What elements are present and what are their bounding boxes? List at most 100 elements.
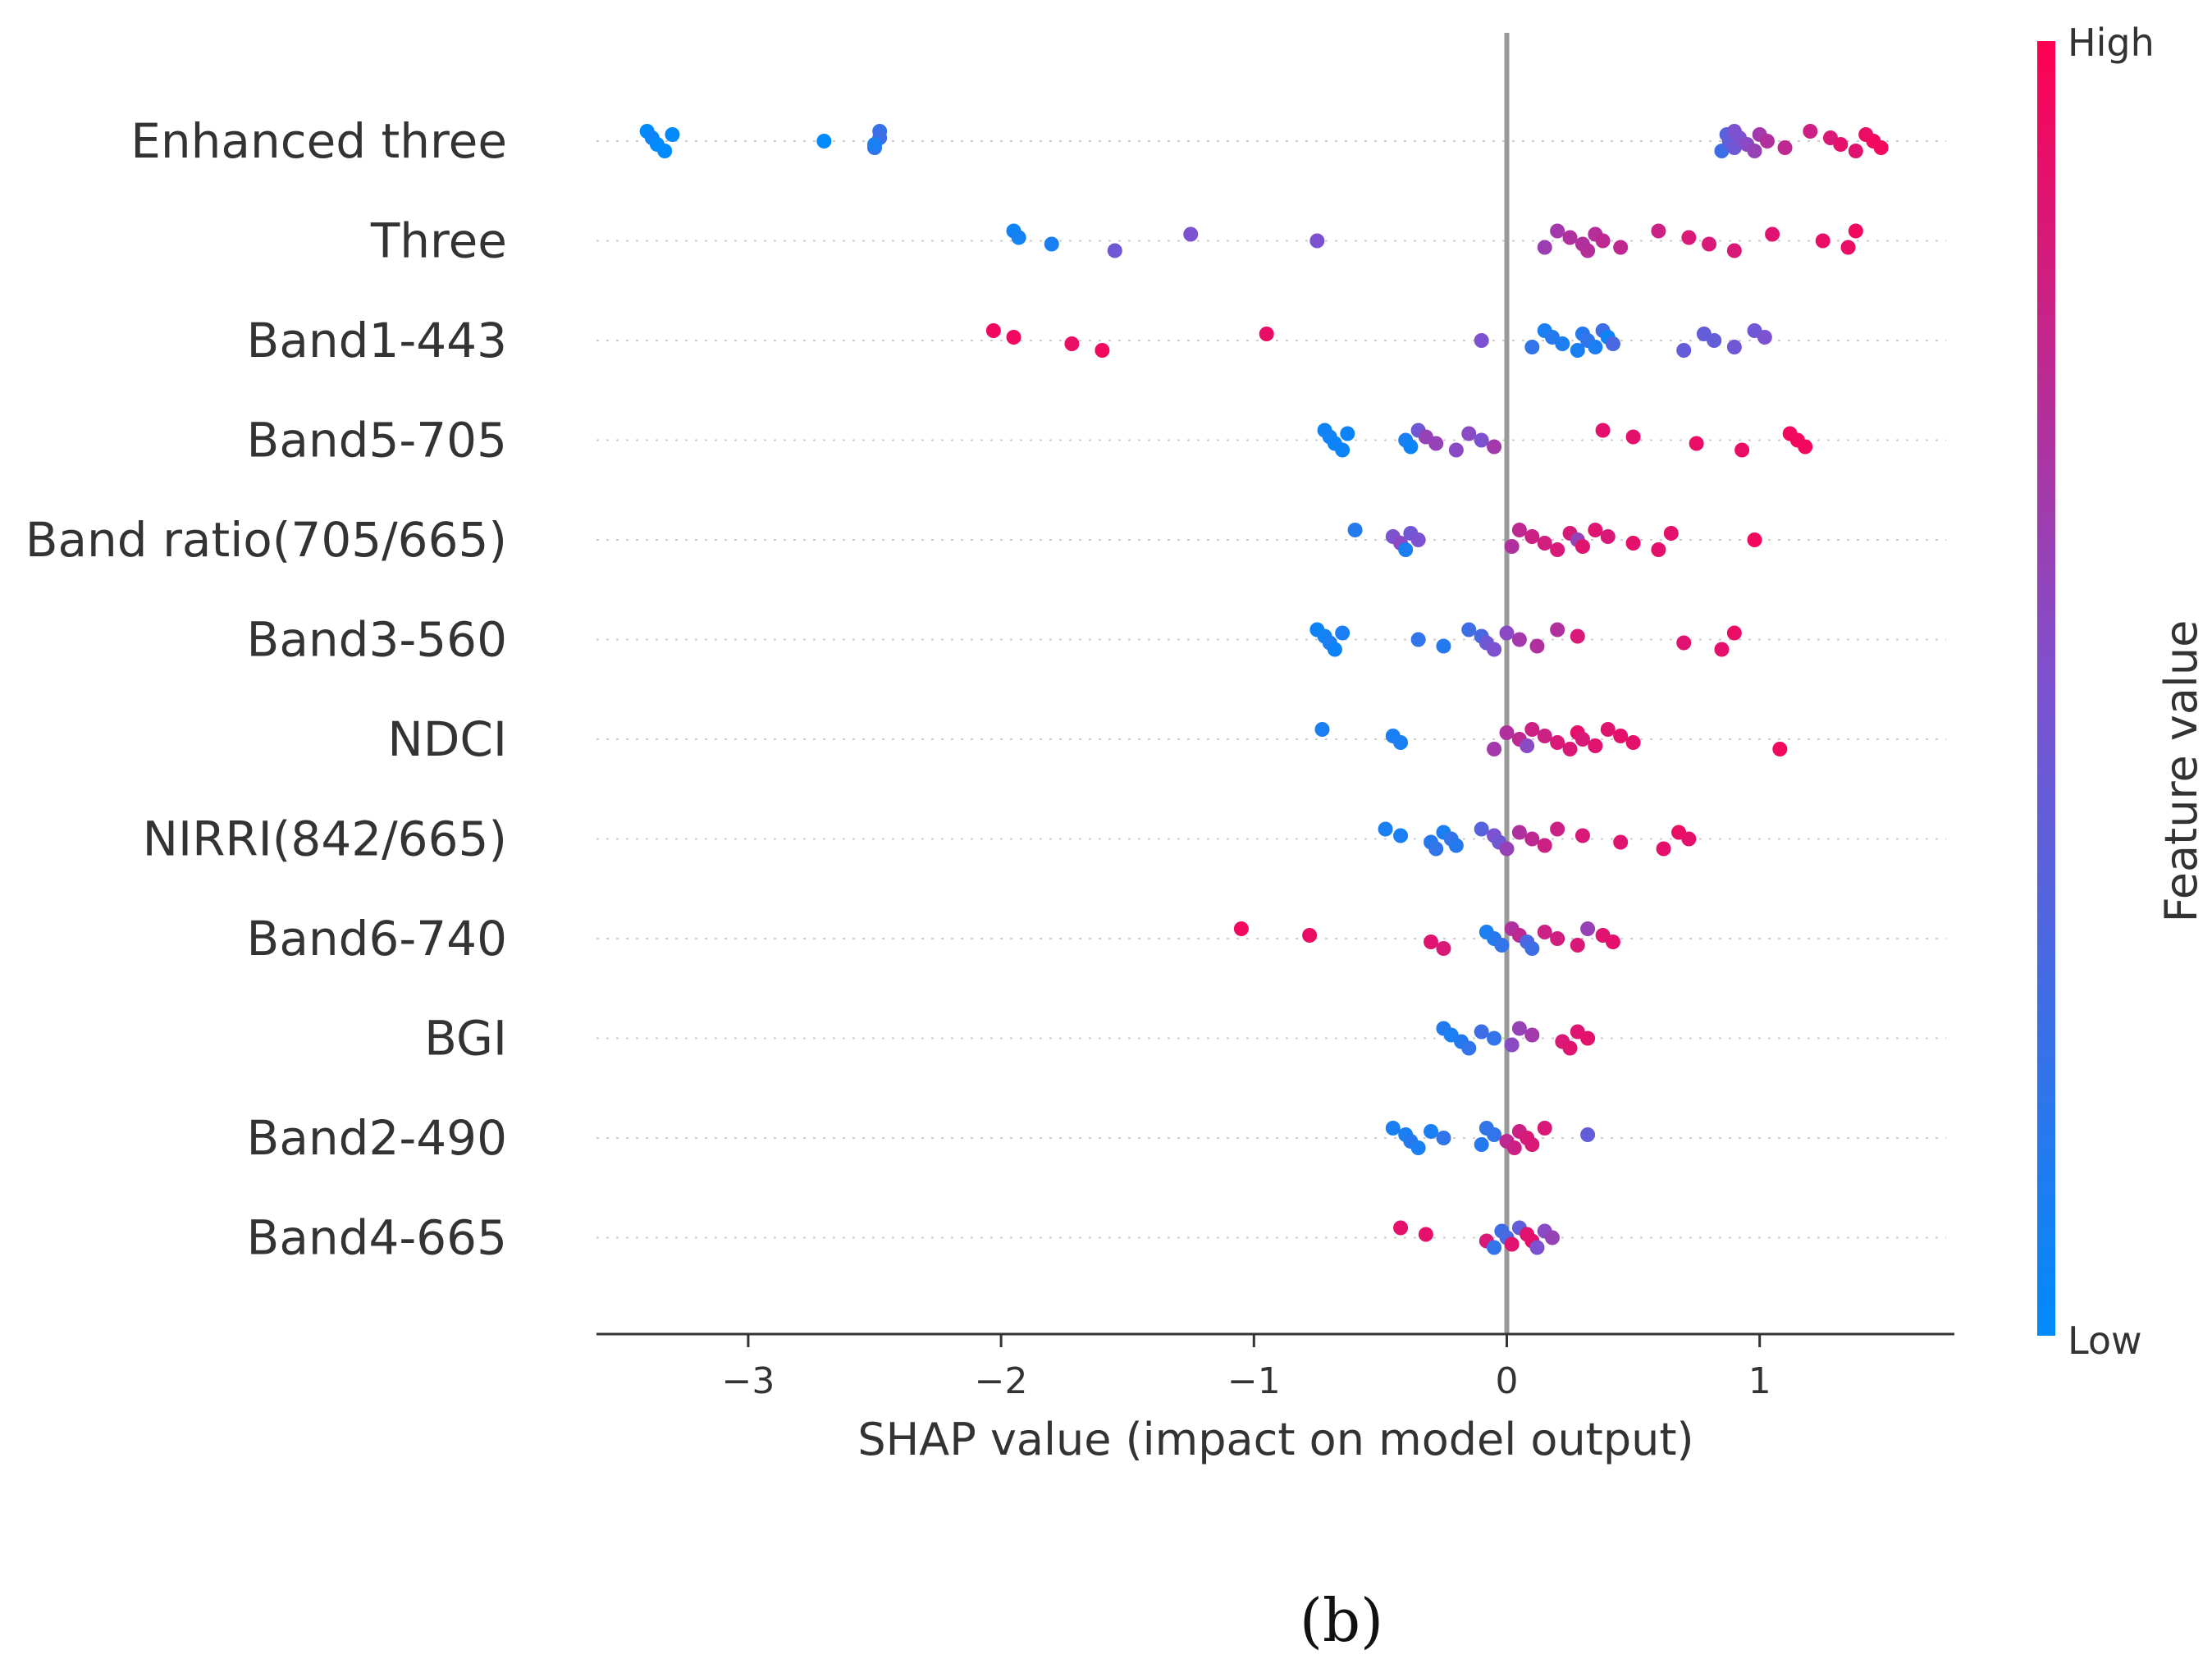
shap-point (1707, 333, 1722, 348)
shap-point (1562, 1040, 1578, 1056)
shap-point (1487, 642, 1502, 657)
shap-point (1461, 622, 1477, 637)
shap-point (1537, 729, 1552, 743)
feature-label: Band5-705 (247, 413, 507, 468)
shap-point (1487, 1240, 1502, 1255)
colorbar-high-label: High (2068, 21, 2155, 65)
shap-point (1461, 1040, 1477, 1056)
shap-point (1595, 233, 1611, 249)
shap-point (1681, 831, 1697, 847)
shap-point (1833, 137, 1849, 152)
shap-point (1798, 439, 1813, 455)
shap-point (1504, 1236, 1520, 1252)
shap-point (816, 134, 832, 149)
shap-point (1474, 333, 1489, 348)
feature-label: Three (370, 213, 507, 269)
shap-point (1537, 1121, 1552, 1136)
feature-label: Band2-490 (247, 1110, 507, 1166)
shap-point (1410, 632, 1426, 647)
shap-point (1570, 628, 1585, 644)
shap-point (1183, 226, 1199, 242)
shap-point (1436, 1131, 1451, 1145)
x-tick-label: −2 (975, 1360, 1028, 1402)
shap-point (1095, 343, 1110, 358)
shap-point (1580, 1127, 1596, 1142)
shap-point (1511, 825, 1527, 840)
colorbar-title: Feature value (2155, 620, 2207, 923)
shap-point (1537, 838, 1552, 853)
shap-point (1570, 938, 1585, 953)
shap-point (1448, 838, 1464, 853)
feature-label: Band4-665 (247, 1210, 507, 1266)
shap-point (1529, 1240, 1545, 1255)
shap-point (1511, 523, 1527, 537)
shap-point (1487, 1031, 1502, 1046)
shap-point (1702, 236, 1717, 252)
shap-point (1550, 542, 1565, 557)
shap-point (1340, 426, 1355, 441)
shap-point (1555, 336, 1570, 351)
shap-point (1474, 1024, 1489, 1040)
shap-point (1309, 233, 1325, 249)
shap-point (1436, 638, 1451, 654)
feature-label: BGI (424, 1011, 507, 1067)
shap-point (1393, 828, 1409, 843)
shap-point (665, 127, 680, 142)
shap-point (1605, 935, 1620, 949)
shap-point (1580, 243, 1596, 258)
shap-point (1327, 642, 1342, 657)
row-guide-lines (596, 140, 1946, 1239)
shap-point (1651, 542, 1666, 557)
shap-point (1424, 1124, 1439, 1139)
shap-point (1529, 638, 1545, 654)
feature-labels: Enhanced three Three Band1-443 Band5-705 Ban… (25, 113, 507, 1266)
shap-point (1398, 542, 1414, 557)
shap-point (1570, 343, 1585, 358)
shap-point (1588, 523, 1603, 537)
shap-point (1588, 340, 1603, 354)
shap-point (1474, 432, 1489, 448)
shap-point (1747, 144, 1762, 158)
x-tick-label: 1 (1748, 1360, 1771, 1402)
shap-point (1726, 625, 1742, 641)
x-axis-ticks: −3 −2 −1 0 1 (721, 1334, 1771, 1402)
shap-point (1044, 236, 1059, 252)
shap-point (1524, 722, 1540, 737)
feature-label: NDCI (387, 711, 507, 767)
shap-point (1006, 330, 1021, 345)
shap-point (1524, 831, 1540, 847)
shap-point (1625, 429, 1641, 445)
shap-point (1524, 1137, 1540, 1152)
feature-label: Enhanced three (130, 113, 507, 169)
shap-point (1537, 240, 1552, 255)
shap-point (1506, 1140, 1522, 1155)
x-tick-label: −1 (1227, 1360, 1281, 1402)
shap-point (1474, 1137, 1489, 1152)
shap-point (1487, 742, 1502, 756)
shap-point (1428, 841, 1444, 857)
feature-label: Band1-443 (247, 313, 507, 368)
shap-point (1600, 529, 1616, 544)
shap-point (1815, 233, 1830, 249)
shap-point (1393, 1220, 1409, 1236)
shap-point (1064, 336, 1080, 351)
shap-point (1580, 921, 1596, 936)
shap-point (1011, 230, 1026, 245)
shap-point (1487, 1127, 1502, 1142)
shap-point (1504, 539, 1520, 554)
shap-point (1335, 625, 1351, 641)
shap-point (1765, 226, 1780, 242)
shap-point (1524, 1027, 1540, 1043)
shap-point (1562, 742, 1578, 756)
shap-point (1385, 1121, 1401, 1136)
x-tick-label: 0 (1495, 1360, 1518, 1402)
shap-point (1613, 729, 1629, 743)
shap-point (985, 323, 1001, 338)
shap-point (1504, 1037, 1520, 1053)
shap-point (1520, 738, 1535, 753)
shap-point (1335, 442, 1351, 458)
shap-point (1574, 539, 1590, 554)
shap-point (1714, 642, 1730, 657)
shap-point (1461, 426, 1477, 441)
shap-point (1676, 343, 1692, 358)
